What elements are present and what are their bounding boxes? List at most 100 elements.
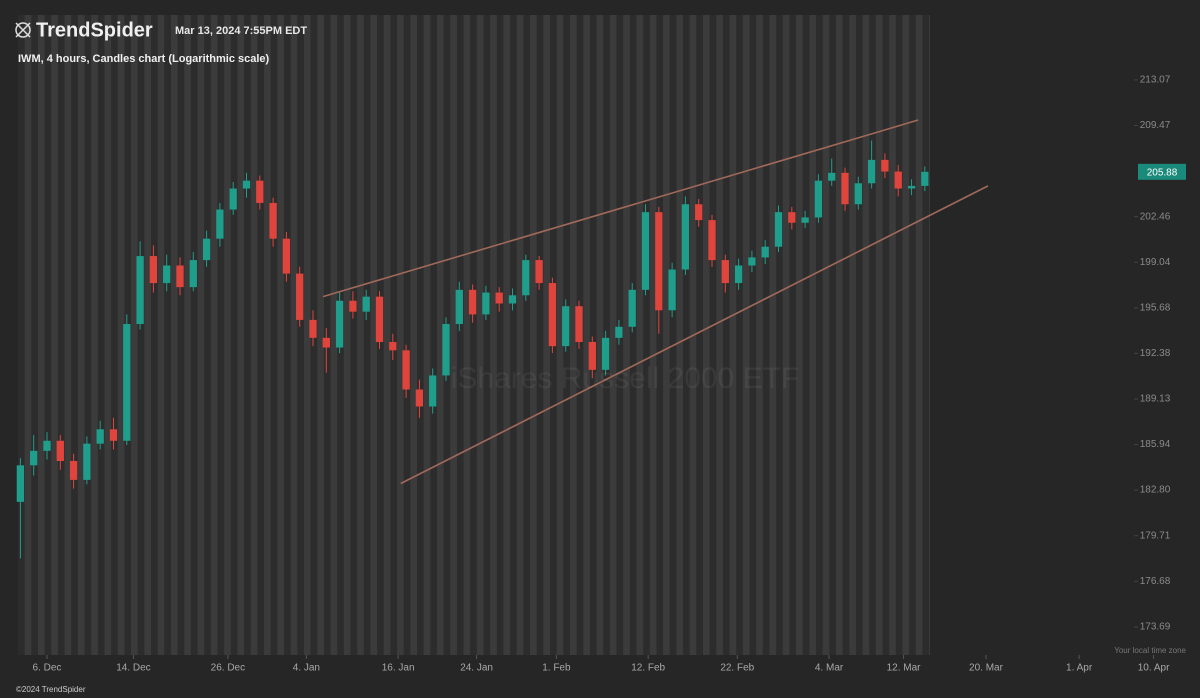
- y-tick-label: 192.38: [1140, 348, 1171, 359]
- session-stripes: [18, 15, 930, 655]
- stripe: [909, 15, 916, 655]
- stripe: [816, 15, 823, 655]
- candle-body: [641, 212, 650, 290]
- stripe: [589, 15, 597, 655]
- stripe: [151, 15, 158, 655]
- stripe: [217, 15, 225, 655]
- last-price-box: [1138, 163, 1186, 180]
- x-tick-label: 22. Feb: [720, 663, 754, 674]
- candle-body: [655, 212, 663, 311]
- candle-body: [522, 260, 530, 296]
- stripe: [895, 15, 903, 655]
- candle-body: [708, 220, 716, 261]
- stripe: [510, 15, 517, 655]
- stripe: [350, 15, 358, 655]
- candle-body: [495, 292, 503, 304]
- candle-body: [429, 375, 437, 407]
- stripe: [417, 15, 424, 655]
- candle-body: [30, 450, 38, 466]
- candle-body: [468, 289, 477, 315]
- candle-body: [841, 172, 849, 205]
- x-tick-label: 10. Apr: [1138, 663, 1170, 674]
- candle-body: [628, 289, 636, 327]
- candle-body: [335, 300, 344, 348]
- stripe: [244, 15, 251, 655]
- stripe: [470, 15, 477, 655]
- candle-body: [482, 292, 490, 315]
- candle-body: [109, 429, 118, 441]
- stripe: [257, 15, 265, 655]
- candle-body: [269, 202, 277, 239]
- y-tick-label: 199.04: [1140, 257, 1171, 268]
- x-tick-label: 12. Feb: [631, 663, 665, 674]
- stripe: [536, 15, 544, 655]
- stripe: [31, 15, 38, 655]
- stripe: [204, 15, 211, 655]
- candle-body: [136, 256, 144, 325]
- candle-body: [402, 350, 410, 390]
- timezone-note: Your local time zone: [1114, 646, 1186, 655]
- stripe: [164, 15, 171, 655]
- plot: [16, 119, 989, 559]
- stripe: [270, 15, 278, 655]
- stripe: [137, 15, 145, 655]
- stripe: [403, 15, 411, 655]
- watermark: iShares Russell 2000 ETF: [451, 362, 800, 395]
- stripe: [736, 15, 743, 655]
- stripe: [323, 15, 331, 655]
- x-tick-label: 12. Mar: [887, 663, 922, 674]
- stripe: [643, 15, 650, 655]
- stripe: [496, 15, 504, 655]
- x-tick-label: 26. Dec: [211, 663, 245, 674]
- candle-body: [734, 265, 743, 284]
- candle-body: [242, 180, 251, 189]
- candle-body: [588, 341, 596, 370]
- candle-body: [96, 429, 104, 444]
- candle-body: [828, 172, 836, 181]
- candle-body: [442, 324, 450, 376]
- candle-body: [721, 260, 729, 284]
- stripe: [922, 15, 930, 655]
- chart-title: IWM, 4 hours, Candles chart (Logarithmic…: [18, 53, 270, 65]
- stripe: [284, 15, 291, 655]
- candle-body: [83, 443, 91, 480]
- candle-body: [322, 337, 330, 348]
- candle-body: [163, 265, 171, 284]
- stripe: [656, 15, 664, 655]
- logo: [15, 22, 31, 38]
- candle-body: [216, 209, 224, 239]
- stripe: [111, 15, 118, 655]
- candle-body: [921, 171, 929, 186]
- candle-body: [415, 389, 424, 407]
- timestamp: Mar 13, 2024 7:55PM EDT: [175, 25, 307, 37]
- candle-body: [123, 324, 131, 441]
- x-tick-label: 20. Mar: [969, 663, 1004, 674]
- candle-body: [562, 306, 570, 347]
- y-tick-label: 195.68: [1140, 302, 1171, 313]
- stripe: [603, 15, 610, 655]
- stripe: [842, 15, 850, 655]
- stripe: [683, 15, 690, 655]
- stripe: [390, 15, 398, 655]
- stripe: [855, 15, 863, 655]
- stripe: [776, 15, 783, 655]
- stripe: [190, 15, 198, 655]
- y-tick-label: 213.07: [1140, 75, 1171, 86]
- y-tick-label: 189.13: [1140, 394, 1171, 405]
- stripe: [363, 15, 371, 655]
- candle-body: [681, 204, 690, 270]
- stripe: [483, 15, 491, 655]
- stripe: [696, 15, 703, 655]
- candle-body: [189, 260, 197, 288]
- candle-body: [149, 256, 158, 284]
- candle-body: [535, 260, 543, 284]
- last-price-label: 205.88: [1147, 167, 1178, 178]
- x-tick-label: 16. Jan: [382, 663, 415, 674]
- y-tick-label: 209.47: [1140, 120, 1171, 131]
- stripe: [629, 15, 637, 655]
- candle-body: [854, 183, 862, 205]
- stripe: [829, 15, 836, 655]
- stripe: [97, 15, 105, 655]
